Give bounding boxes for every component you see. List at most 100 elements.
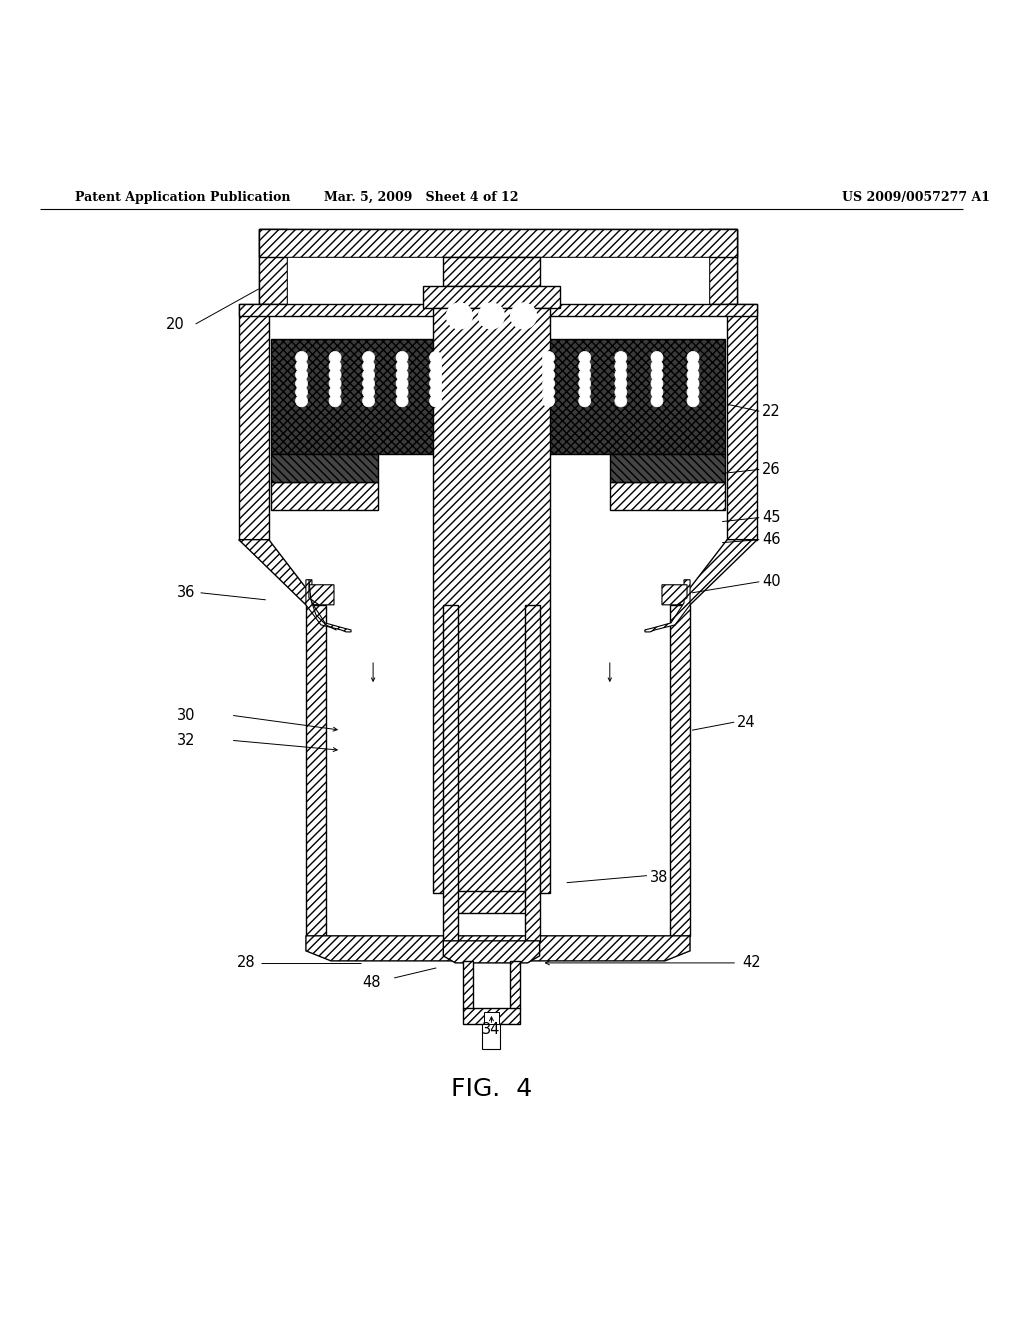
Polygon shape [645, 579, 690, 632]
Bar [306, 605, 326, 936]
Circle shape [362, 368, 375, 381]
Circle shape [687, 351, 699, 363]
Text: 24: 24 [737, 714, 756, 730]
Bar [709, 228, 737, 304]
Circle shape [614, 360, 627, 372]
Circle shape [687, 368, 699, 381]
Circle shape [511, 304, 537, 329]
Circle shape [329, 351, 341, 363]
Circle shape [446, 304, 472, 329]
Text: Patent Application Publication: Patent Application Publication [75, 191, 291, 205]
Bar [443, 605, 459, 941]
Circle shape [614, 395, 627, 407]
Circle shape [329, 378, 341, 389]
Bar [443, 257, 540, 286]
Bar [450, 891, 534, 912]
Circle shape [651, 387, 663, 399]
Circle shape [430, 395, 441, 407]
Text: 45: 45 [762, 510, 780, 525]
Text: 30: 30 [177, 708, 196, 722]
Circle shape [430, 351, 441, 363]
Bar [423, 286, 560, 308]
Circle shape [687, 395, 699, 407]
Bar [287, 257, 443, 304]
Circle shape [396, 378, 409, 389]
Circle shape [579, 368, 591, 381]
Bar [670, 605, 690, 936]
Text: 46: 46 [762, 532, 780, 548]
Circle shape [478, 304, 505, 329]
Text: FIG.  4: FIG. 4 [451, 1077, 532, 1101]
Bar [510, 961, 519, 1008]
Polygon shape [306, 579, 351, 632]
Text: 32: 32 [177, 733, 196, 747]
Text: 20: 20 [166, 317, 185, 331]
Circle shape [396, 368, 409, 381]
Circle shape [296, 351, 307, 363]
Circle shape [651, 395, 663, 407]
Circle shape [651, 360, 663, 372]
Circle shape [430, 387, 441, 399]
Circle shape [396, 387, 409, 399]
Bar [259, 228, 737, 257]
Text: US 2009/0057277 A1: US 2009/0057277 A1 [843, 191, 990, 205]
Circle shape [329, 395, 341, 407]
Bar [464, 1008, 519, 1024]
Circle shape [296, 360, 307, 372]
Circle shape [296, 395, 307, 407]
Text: 40: 40 [762, 574, 781, 589]
Circle shape [430, 368, 441, 381]
Circle shape [579, 378, 591, 389]
Circle shape [579, 395, 591, 407]
Circle shape [543, 387, 555, 399]
Circle shape [543, 395, 555, 407]
Circle shape [651, 351, 663, 363]
Polygon shape [443, 941, 540, 962]
Circle shape [614, 378, 627, 389]
Polygon shape [239, 540, 318, 605]
Bar [433, 308, 550, 892]
Bar [270, 454, 379, 482]
Circle shape [296, 378, 307, 389]
Bar [259, 228, 287, 304]
Circle shape [579, 360, 591, 372]
Circle shape [614, 387, 627, 399]
Bar [259, 228, 737, 304]
Circle shape [362, 360, 375, 372]
Circle shape [362, 395, 375, 407]
Bar [610, 482, 725, 510]
Circle shape [329, 368, 341, 381]
Circle shape [614, 351, 627, 363]
Text: 34: 34 [482, 1022, 501, 1036]
Circle shape [687, 387, 699, 399]
Text: 42: 42 [742, 956, 761, 970]
Text: 22: 22 [762, 404, 781, 418]
Circle shape [543, 351, 555, 363]
Bar [540, 257, 709, 304]
Polygon shape [662, 585, 687, 605]
Text: 48: 48 [361, 975, 380, 990]
Circle shape [687, 378, 699, 389]
Bar [516, 339, 725, 454]
Bar [239, 304, 268, 540]
Circle shape [614, 368, 627, 381]
Circle shape [296, 368, 307, 381]
Circle shape [329, 360, 341, 372]
Circle shape [362, 378, 375, 389]
Text: Mar. 5, 2009   Sheet 4 of 12: Mar. 5, 2009 Sheet 4 of 12 [324, 191, 518, 205]
Circle shape [430, 360, 441, 372]
Circle shape [579, 351, 591, 363]
Bar [524, 605, 540, 941]
Circle shape [579, 387, 591, 399]
Bar [484, 1012, 499, 1024]
Polygon shape [309, 585, 334, 605]
Circle shape [687, 360, 699, 372]
Circle shape [430, 378, 441, 389]
Polygon shape [677, 540, 757, 605]
Bar [239, 304, 757, 315]
Bar [610, 454, 725, 482]
Circle shape [362, 387, 375, 399]
Text: 26: 26 [762, 462, 781, 477]
Circle shape [362, 351, 375, 363]
Circle shape [396, 360, 409, 372]
